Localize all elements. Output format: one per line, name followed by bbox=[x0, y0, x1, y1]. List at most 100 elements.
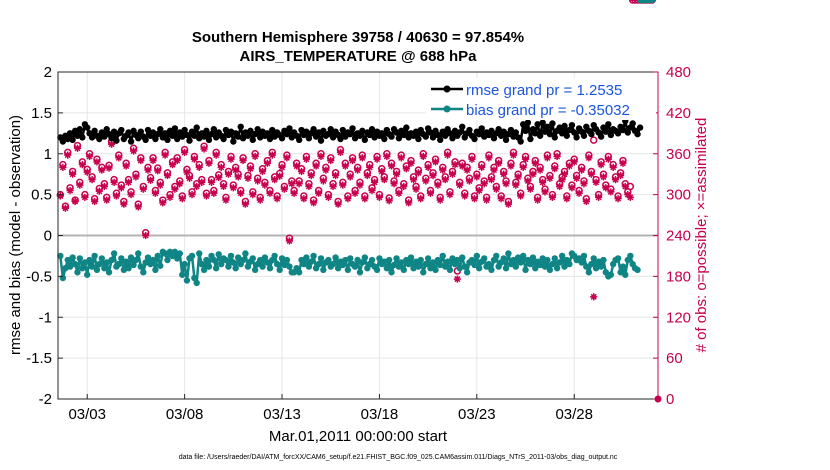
y-tick-label: -2 bbox=[39, 391, 52, 408]
asterisk-stroke bbox=[198, 179, 205, 186]
bias-point bbox=[475, 265, 483, 272]
rmse-point bbox=[403, 124, 410, 131]
rmse-point bbox=[169, 132, 176, 139]
rmse-point bbox=[210, 126, 218, 133]
asterisk-stroke bbox=[464, 167, 471, 174]
rmse-point bbox=[359, 127, 366, 135]
obs-assimilated-marker bbox=[463, 166, 471, 174]
obs-assimilated-marker bbox=[234, 173, 242, 181]
obs-assimilated-marker bbox=[64, 151, 72, 159]
bias-point bbox=[583, 263, 590, 270]
obs-assimilated-marker bbox=[482, 196, 491, 204]
rmse-point bbox=[488, 127, 495, 135]
asterisk-stroke bbox=[456, 182, 463, 189]
asterisk-stroke bbox=[157, 182, 164, 189]
y-tick-label: -1.5 bbox=[26, 350, 52, 367]
asterisk-stroke bbox=[142, 232, 149, 239]
legend: rmse grand pr = 1.2535 bias grand pr = -… bbox=[426, 78, 656, 120]
asterisk-stroke bbox=[193, 183, 200, 190]
rmse-point bbox=[305, 135, 313, 142]
obs-assimilated-marker bbox=[599, 173, 608, 181]
bias-point bbox=[332, 254, 339, 261]
rmse-point bbox=[446, 130, 454, 137]
asterisk-stroke bbox=[442, 176, 449, 183]
obs-assimilated-marker bbox=[198, 178, 206, 186]
obs-assimilated-marker bbox=[517, 192, 525, 200]
obs-assimilated-marker bbox=[383, 152, 391, 161]
rmse-point bbox=[561, 122, 568, 130]
asterisk-stroke bbox=[624, 191, 631, 198]
rmse-point bbox=[325, 130, 332, 138]
obs-assimilated-marker bbox=[614, 195, 622, 203]
bias-point bbox=[459, 254, 466, 261]
asterisk-stroke bbox=[522, 156, 529, 163]
asterisk-stroke bbox=[381, 176, 388, 183]
bias-point bbox=[359, 259, 366, 266]
bias-point bbox=[266, 265, 274, 272]
rmse-point bbox=[320, 127, 327, 135]
asterisk-stroke bbox=[140, 186, 147, 193]
obs-assimilated-marker bbox=[417, 195, 425, 203]
asterisk-stroke bbox=[227, 156, 235, 163]
bias-point bbox=[232, 265, 239, 272]
asterisk-stroke bbox=[313, 162, 320, 170]
asterisk-stroke bbox=[81, 194, 88, 201]
obs-assimilated-marker bbox=[551, 165, 559, 173]
asterisk-stroke bbox=[303, 156, 310, 163]
rmse-point bbox=[507, 126, 515, 134]
obs-assimilated-marker bbox=[331, 171, 340, 180]
rmse-point bbox=[303, 128, 310, 135]
rmse-point bbox=[196, 135, 203, 142]
rmse-point bbox=[512, 129, 519, 136]
asterisk-stroke bbox=[583, 198, 590, 205]
obs-assimilated-marker bbox=[563, 195, 571, 203]
bias-point bbox=[198, 260, 205, 268]
rmse-point bbox=[84, 124, 91, 131]
asterisk-stroke bbox=[210, 190, 217, 197]
rmse-point bbox=[203, 127, 210, 135]
asterisk-stroke bbox=[166, 194, 174, 201]
obs-assimilated-marker bbox=[312, 162, 320, 170]
rmse-point bbox=[614, 130, 622, 137]
rmse-point bbox=[556, 124, 563, 131]
obs-assimilated-marker bbox=[227, 155, 235, 163]
asterisk-stroke bbox=[393, 171, 400, 178]
obs-assimilated-marker bbox=[309, 199, 318, 207]
bias-point bbox=[140, 269, 147, 276]
rmse-point bbox=[388, 133, 395, 140]
bias-point bbox=[196, 250, 203, 257]
obs-assimilated-marker bbox=[193, 182, 201, 191]
rmse-point bbox=[466, 126, 473, 134]
obs-assimilated-marker bbox=[173, 156, 181, 165]
asterisk-stroke bbox=[181, 149, 188, 156]
obs-assimilated-marker bbox=[487, 176, 496, 184]
bias-point bbox=[627, 252, 634, 260]
bias-point bbox=[249, 255, 257, 262]
asterisk-stroke bbox=[325, 194, 332, 201]
asterisk-stroke bbox=[240, 157, 247, 164]
obs-assimilated-marker bbox=[251, 152, 259, 161]
obs-assimilated-marker bbox=[565, 162, 573, 170]
obs-assimilated-marker bbox=[497, 195, 505, 203]
bias-point bbox=[74, 269, 81, 276]
bias-point bbox=[522, 266, 529, 274]
rmse-point bbox=[629, 120, 636, 127]
asterisk-stroke bbox=[186, 175, 193, 182]
chart-title-line-2: AIRS_TEMPERATURE @ 688 hPa bbox=[240, 48, 478, 65]
asterisk-stroke bbox=[164, 172, 171, 179]
obs-assimilated-marker bbox=[405, 199, 413, 207]
y-axis-ticks: -2 -1.5 -1 -0.5 0 0.5 1 1.5 2 bbox=[26, 64, 63, 408]
bias-point bbox=[132, 256, 140, 264]
obs-assimilated-marker bbox=[475, 186, 483, 195]
bias-point bbox=[161, 250, 169, 257]
obs-assimilated-marker bbox=[134, 203, 142, 211]
rmse-point bbox=[349, 125, 356, 132]
asterisk-stroke bbox=[347, 173, 354, 180]
y2-tick-label: 480 bbox=[666, 64, 691, 81]
bias-point bbox=[485, 260, 493, 268]
asterisk-stroke bbox=[218, 164, 225, 171]
asterisk-stroke bbox=[235, 173, 242, 180]
obs-assimilated-marker bbox=[358, 154, 366, 162]
bias-point bbox=[251, 266, 259, 274]
rmse-point bbox=[69, 136, 76, 144]
